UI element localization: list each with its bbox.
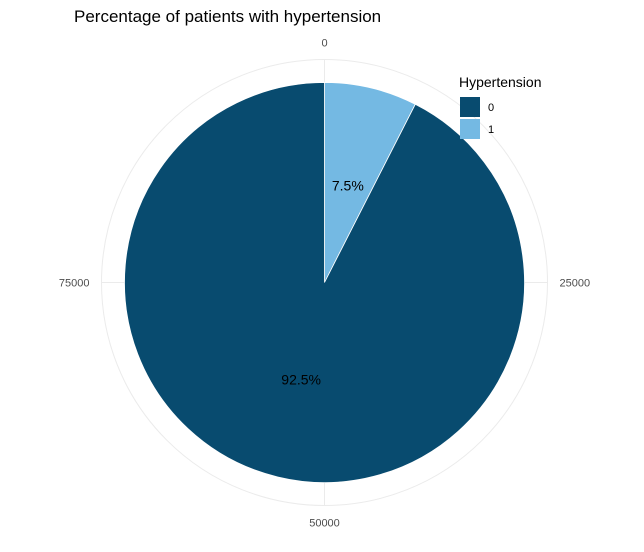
legend: Hypertension 01 [459, 74, 542, 139]
tick-label-75000: 75000 [59, 278, 90, 290]
tick-label-0: 0 [321, 38, 327, 50]
polar-grid [101, 59, 548, 506]
angular-tick-labels: 0 25000 50000 75000 [59, 38, 590, 530]
slice-label-0: 92.5% [281, 372, 321, 388]
legend-label-0: 0 [488, 102, 494, 114]
slice-percent-labels: 7.5% 92.5% [281, 177, 364, 387]
pie-slice-0 [124, 82, 525, 483]
chart-title: Percentage of patients with hypertension [74, 7, 381, 26]
legend-items: 01 [460, 97, 494, 139]
tick-label-25000: 25000 [560, 278, 591, 290]
legend-title: Hypertension [459, 74, 542, 90]
pie-slices [124, 82, 525, 483]
tick-label-50000: 50000 [309, 518, 340, 530]
legend-key-1 [460, 119, 480, 139]
legend-label-1: 1 [488, 124, 494, 136]
slice-label-1: 7.5% [332, 177, 364, 193]
legend-key-0 [460, 97, 480, 117]
